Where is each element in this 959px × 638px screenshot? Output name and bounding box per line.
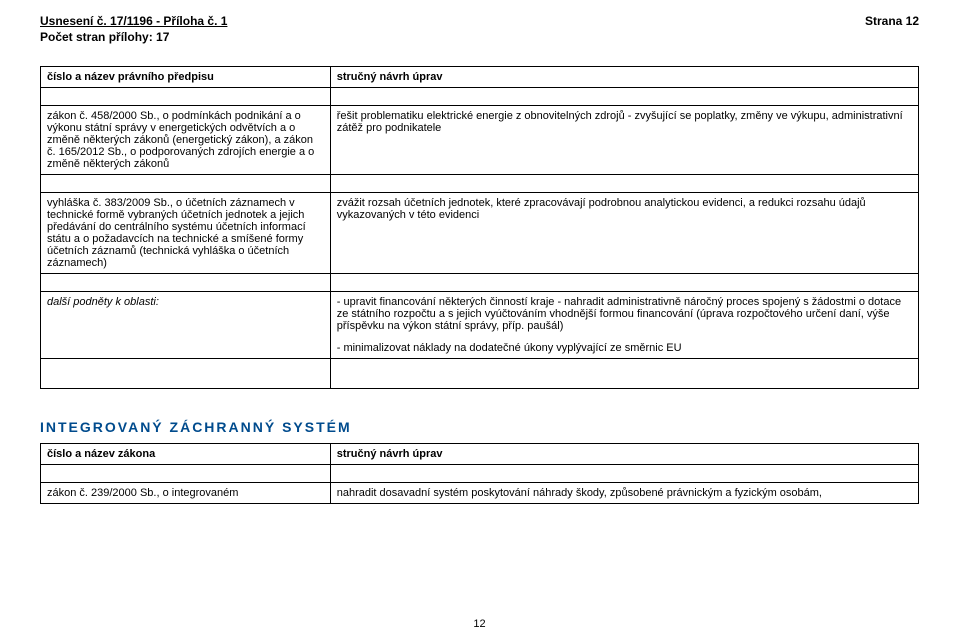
table-spacer bbox=[41, 359, 919, 389]
table-spacer bbox=[41, 465, 919, 483]
cell-law: vyhláška č. 383/2009 Sb., o účetních záz… bbox=[41, 193, 331, 274]
table-header-row: číslo a název zákona stručný návrh úprav bbox=[41, 444, 919, 465]
table-spacer bbox=[41, 175, 919, 193]
table-row: vyhláška č. 383/2009 Sb., o účetních záz… bbox=[41, 193, 919, 274]
table-spacer bbox=[41, 88, 919, 106]
table-spacer bbox=[41, 274, 919, 292]
col-header-right: stručný návrh úprav bbox=[330, 444, 918, 465]
laws-table: číslo a název zákona stručný návrh úprav… bbox=[40, 443, 919, 504]
regulations-table: číslo a název právního předpisu stručný … bbox=[40, 66, 919, 389]
other-notes-label: další podněty k oblasti: bbox=[47, 296, 159, 308]
section-title: INTEGROVANÝ ZÁCHRANNÝ SYSTÉM bbox=[40, 419, 919, 435]
cell-proposal: - upravit financování některých činností… bbox=[330, 292, 918, 359]
cell-other-notes: další podněty k oblasti: bbox=[41, 292, 331, 359]
header-title: Usnesení č. 17/1196 - Příloha č. 1 bbox=[40, 14, 227, 28]
table-row: další podněty k oblasti: - upravit finan… bbox=[41, 292, 919, 359]
header-page: Strana 12 bbox=[865, 14, 919, 28]
table-row: zákon č. 458/2000 Sb., o podmínkách podn… bbox=[41, 106, 919, 175]
cell-proposal: zvážit rozsah účetních jednotek, které z… bbox=[330, 193, 918, 274]
table-header-row: číslo a název právního předpisu stručný … bbox=[41, 67, 919, 88]
cell-law: zákon č. 458/2000 Sb., o podmínkách podn… bbox=[41, 106, 331, 175]
cell-proposal: nahradit dosavadní systém poskytování ná… bbox=[330, 483, 918, 504]
proposal-paragraph: - upravit financování některých činností… bbox=[337, 296, 912, 332]
cell-law: zákon č. 239/2000 Sb., o integrovaném bbox=[41, 483, 331, 504]
page-header: Usnesení č. 17/1196 - Příloha č. 1 Stran… bbox=[40, 14, 919, 28]
header-subtitle: Počet stran přílohy: 17 bbox=[40, 30, 919, 44]
col-header-right: stručný návrh úprav bbox=[330, 67, 918, 88]
page: Usnesení č. 17/1196 - Příloha č. 1 Stran… bbox=[0, 0, 959, 638]
page-number: 12 bbox=[473, 618, 485, 630]
proposal-paragraph: - minimalizovat náklady na dodatečné úko… bbox=[337, 342, 912, 354]
cell-proposal: řešit problematiku elektrické energie z … bbox=[330, 106, 918, 175]
col-header-left: číslo a název zákona bbox=[41, 444, 331, 465]
table-row: zákon č. 239/2000 Sb., o integrovaném na… bbox=[41, 483, 919, 504]
col-header-left: číslo a název právního předpisu bbox=[41, 67, 331, 88]
